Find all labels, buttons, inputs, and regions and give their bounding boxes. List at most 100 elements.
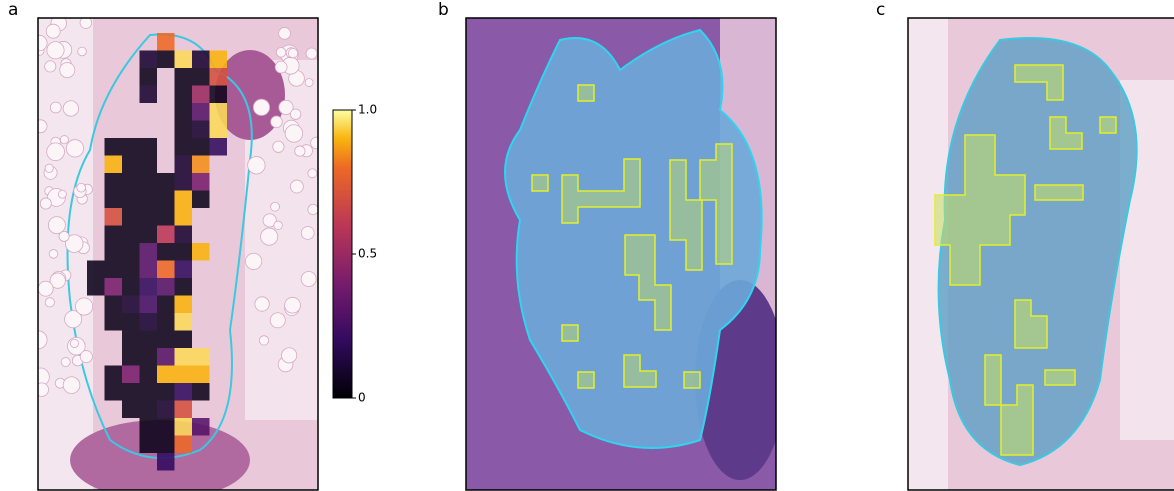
heatmap-cell xyxy=(175,68,193,86)
heatmap-cell xyxy=(140,261,158,279)
heatmap-cell xyxy=(140,68,158,86)
heatmap-cell xyxy=(105,243,123,261)
heatmap-cell xyxy=(210,121,228,139)
heatmap-cell xyxy=(87,261,105,279)
fat-cell xyxy=(35,383,49,397)
fat-cell xyxy=(49,250,58,259)
fat-cell xyxy=(38,281,53,296)
fat-cell xyxy=(311,137,323,149)
fat-cell xyxy=(61,358,70,367)
fat-cell xyxy=(80,351,92,363)
heatmap-cell xyxy=(105,138,123,156)
fat-cell xyxy=(288,48,297,57)
fat-cell xyxy=(59,231,69,241)
heatmap-cell xyxy=(175,103,193,121)
heatmap-cell xyxy=(87,278,105,296)
heatmap-cell xyxy=(175,296,193,314)
fat-cell xyxy=(295,146,305,156)
fat-cell xyxy=(45,164,53,172)
heatmap-cell xyxy=(122,313,140,331)
heatmap-cell xyxy=(210,51,228,69)
heatmap-cell xyxy=(157,173,175,191)
heatmap-cell xyxy=(157,51,175,69)
fat-cell xyxy=(50,102,61,113)
heatmap-cell xyxy=(105,366,123,384)
heatmap-cell xyxy=(140,331,158,349)
heatmap-cell xyxy=(157,33,175,51)
heatmap-cell xyxy=(192,51,210,69)
fat-cell xyxy=(45,298,54,307)
heatmap-cell xyxy=(157,348,175,366)
panel-b-image xyxy=(466,18,785,490)
heatmap-cell xyxy=(157,226,175,244)
colorbar xyxy=(333,110,352,398)
heatmap-cell xyxy=(175,138,193,156)
heatmap-cell xyxy=(192,366,210,384)
fat-cell xyxy=(78,47,87,56)
heatmap-cell xyxy=(192,103,210,121)
heatmap-cell xyxy=(210,138,228,156)
heatmap-cell xyxy=(157,436,175,454)
fat-cell xyxy=(66,140,83,157)
colorbar-tick-label: 0 xyxy=(358,391,366,405)
heatmap-cell xyxy=(140,191,158,209)
fat-cell xyxy=(255,297,269,311)
heatmap-cell xyxy=(175,121,193,139)
fat-cell xyxy=(246,253,262,269)
heatmap-cell xyxy=(105,208,123,226)
heatmap-cell xyxy=(175,383,193,401)
heatmap-cell xyxy=(175,331,193,349)
heatmap-cell xyxy=(105,313,123,331)
fat-cell xyxy=(261,228,278,245)
heatmap-cell xyxy=(105,156,123,174)
fat-cell xyxy=(306,48,317,59)
heatmap-cell xyxy=(122,156,140,174)
panel-label: b xyxy=(438,0,449,20)
heatmap-cell xyxy=(140,51,158,69)
heatmap-cell xyxy=(175,86,193,104)
heatmap-cell xyxy=(192,418,210,436)
heatmap-cell xyxy=(192,348,210,366)
heatmap-cell xyxy=(157,418,175,436)
fat-cell xyxy=(305,79,313,87)
heatmap-cell xyxy=(122,208,140,226)
heatmap-cell xyxy=(140,436,158,454)
fat-cell xyxy=(285,125,302,142)
fat-cell xyxy=(60,63,75,78)
heatmap-cell xyxy=(140,401,158,419)
heatmap-cell xyxy=(175,401,193,419)
heatmap-cell xyxy=(140,383,158,401)
fat-cell xyxy=(259,336,268,345)
heatmap-cell xyxy=(157,401,175,419)
fat-cell xyxy=(58,190,66,198)
heatmap-cell xyxy=(192,138,210,156)
heatmap-cell xyxy=(122,383,140,401)
fat-cell xyxy=(308,204,318,214)
fat-cell xyxy=(301,271,316,286)
heatmap-cell xyxy=(175,348,193,366)
heatmap-cell xyxy=(122,243,140,261)
fat-cell xyxy=(271,116,283,128)
heatmap-cell xyxy=(105,173,123,191)
fat-cell xyxy=(290,109,300,119)
heatmap-cell xyxy=(175,156,193,174)
heatmap-cell xyxy=(175,243,193,261)
heatmap-cell xyxy=(192,156,210,174)
heatmap-cell xyxy=(157,261,175,279)
fat-cell xyxy=(40,198,51,209)
fat-cell xyxy=(279,27,291,39)
heatmap-cell xyxy=(122,331,140,349)
panel-label: c xyxy=(876,0,885,20)
heatmap-cell xyxy=(140,418,158,436)
heatmap-cell xyxy=(105,383,123,401)
heatmap-cell xyxy=(175,313,193,331)
heatmap-cell xyxy=(105,261,123,279)
heatmap-cell xyxy=(192,121,210,139)
heatmap-cell xyxy=(157,331,175,349)
heatmap-cell xyxy=(122,191,140,209)
heatmap-cell xyxy=(122,366,140,384)
fat-cell xyxy=(274,221,283,230)
heatmap-cell xyxy=(192,68,210,86)
heatmap-cell xyxy=(210,86,228,104)
fat-cell xyxy=(276,47,286,57)
